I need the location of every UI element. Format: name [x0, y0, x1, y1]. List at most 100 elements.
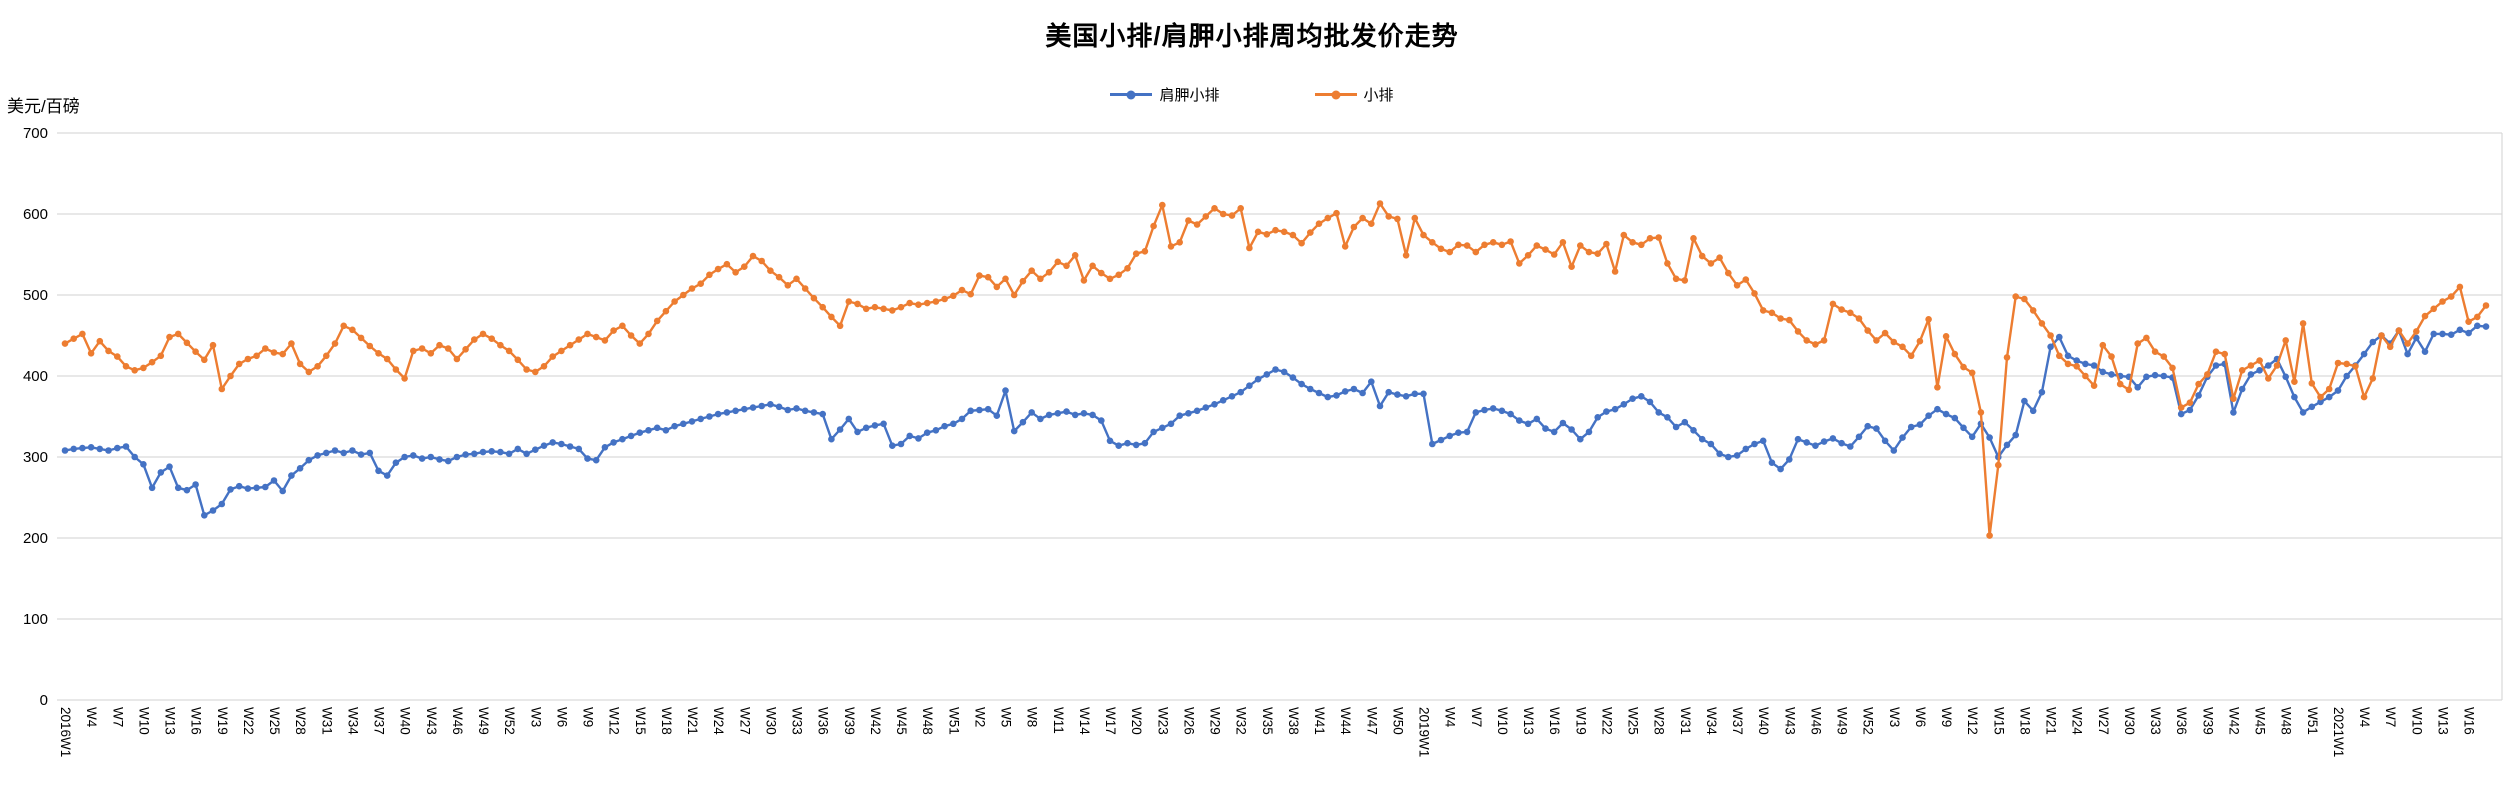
data-point-marker: [523, 366, 530, 373]
data-point-marker: [505, 347, 513, 355]
data-point-marker: [2212, 362, 2220, 369]
data-point-marker: [1350, 223, 1358, 231]
data-point-marker: [2003, 354, 2011, 361]
data-point-marker: [436, 456, 443, 463]
data-point-marker: [392, 459, 400, 467]
data-point-marker: [471, 336, 478, 343]
data-point-marker: [732, 407, 739, 415]
data-point-marker: [793, 405, 800, 412]
data-point-marker: [836, 322, 844, 330]
data-point-marker: [610, 439, 617, 446]
x-tick-label: W16: [1547, 707, 1562, 735]
x-tick-label: W10: [136, 707, 151, 735]
data-point-marker: [270, 477, 278, 484]
data-point-marker: [96, 337, 104, 345]
data-point-marker: [1968, 369, 1976, 377]
data-point-marker: [1080, 410, 1088, 417]
data-point-marker: [558, 440, 565, 448]
data-point-marker: [549, 439, 556, 446]
data-point-marker: [1960, 424, 1967, 432]
data-point-marker: [392, 366, 400, 373]
data-point-marker: [1089, 262, 1096, 270]
data-point-marker: [2299, 409, 2307, 416]
data-point-marker: [2334, 359, 2342, 367]
data-point-marker: [1219, 397, 1227, 404]
data-point-marker: [79, 330, 86, 338]
y-tick-label: 300: [23, 449, 48, 466]
data-point-marker: [1951, 350, 1959, 358]
data-point-marker: [1847, 309, 1854, 317]
data-point-marker: [357, 451, 365, 458]
data-point-marker: [1942, 410, 1950, 418]
data-point-marker: [1489, 405, 1497, 412]
data-point-marker: [1324, 393, 1332, 401]
data-point-marker: [288, 340, 295, 347]
x-tick-label: W26: [1181, 707, 1196, 735]
data-point-marker: [218, 500, 226, 508]
data-point-marker: [1585, 248, 1593, 256]
data-point-marker: [2265, 362, 2272, 369]
legend-line-marker-icon: [1110, 90, 1153, 99]
data-point-marker: [1838, 306, 1845, 313]
x-tick-label: W31: [1678, 707, 1693, 735]
data-point-marker: [192, 348, 199, 356]
data-point-marker: [2413, 328, 2420, 335]
data-point-marker: [1106, 275, 1114, 283]
data-point-marker: [2056, 352, 2063, 360]
data-point-marker: [662, 307, 670, 315]
data-point-marker: [1368, 220, 1375, 227]
data-point-marker: [1193, 221, 1201, 228]
data-point-marker: [1420, 231, 1427, 239]
data-point-marker: [1272, 366, 1279, 373]
data-point-marker: [906, 299, 913, 307]
data-point-marker: [114, 444, 121, 452]
data-point-marker: [958, 415, 966, 423]
data-point-marker: [105, 447, 112, 454]
x-tick-label: W21: [685, 707, 700, 735]
data-point-marker: [566, 341, 574, 349]
data-point-marker: [1864, 327, 1871, 334]
data-point-marker: [2334, 387, 2342, 394]
data-point-marker: [235, 360, 243, 368]
data-point-marker: [2038, 388, 2046, 396]
x-tick-label: 2019W1: [1417, 707, 1432, 757]
data-point-marker: [1777, 315, 1784, 322]
data-point-marker: [645, 330, 652, 338]
x-tick-label: 2021W1: [2331, 707, 2346, 757]
data-point-marker: [1751, 290, 1758, 297]
data-point-marker: [1037, 275, 1044, 283]
data-point-marker: [1246, 244, 1253, 252]
data-point-marker: [1141, 248, 1149, 255]
x-tick-label: W32: [1234, 707, 1249, 735]
data-point-marker: [819, 303, 826, 311]
data-point-marker: [1559, 239, 1567, 246]
data-point-marker: [862, 424, 870, 432]
data-point-marker: [880, 305, 887, 313]
data-point-marker: [1611, 268, 1619, 275]
data-point-marker: [1620, 231, 1628, 239]
data-point-marker: [2439, 330, 2446, 338]
legend-item-shoulder-rib: 肩胛小排: [1110, 84, 1220, 105]
data-point-marker: [1507, 238, 1514, 245]
data-point-marker: [1159, 201, 1166, 209]
data-point-marker: [1333, 392, 1340, 399]
x-tick-label: W52: [1861, 707, 1876, 735]
data-point-marker: [828, 313, 835, 321]
data-point-marker: [1489, 239, 1497, 246]
y-tick-label: 600: [23, 206, 48, 223]
x-tick-label: W19: [215, 707, 230, 735]
data-point-marker: [340, 322, 348, 330]
data-point-marker: [2395, 327, 2403, 334]
x-tick-label: W51: [2305, 707, 2320, 735]
data-point-marker: [532, 446, 539, 454]
x-tick-label: W37: [1730, 707, 1745, 735]
data-point-marker: [323, 449, 330, 457]
data-point-marker: [932, 427, 940, 434]
data-point-marker: [1768, 459, 1776, 467]
data-point-marker: [653, 424, 661, 432]
x-tick-label: W6: [1913, 707, 1928, 727]
data-point-marker: [1350, 385, 1358, 393]
data-point-marker: [984, 273, 992, 281]
data-point-marker: [453, 453, 461, 461]
data-point-marker: [810, 294, 818, 302]
